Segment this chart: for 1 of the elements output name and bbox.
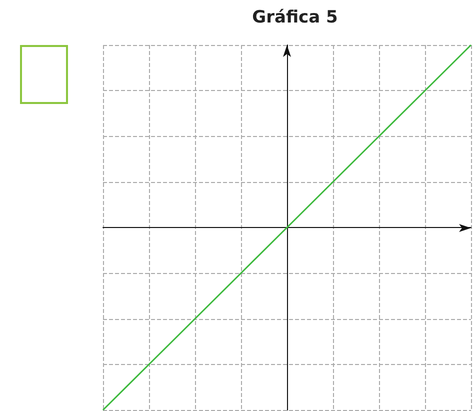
chart-title: Gráfica 5: [252, 8, 338, 28]
